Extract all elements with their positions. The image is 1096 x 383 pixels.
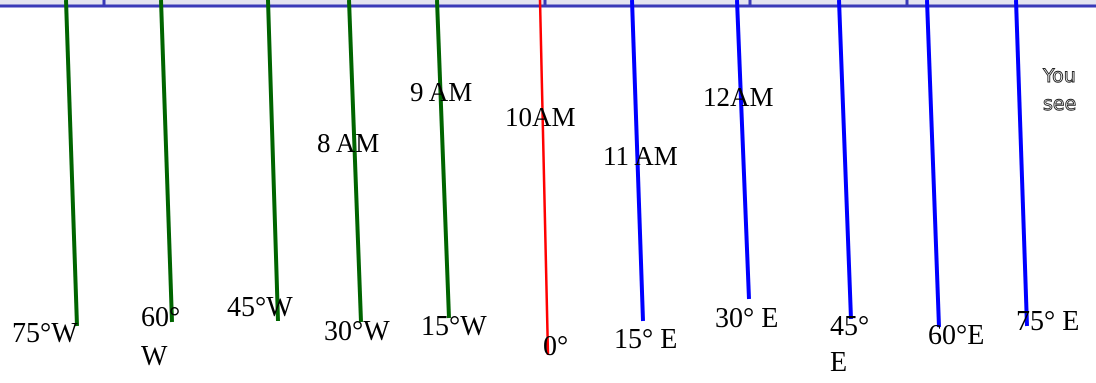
label-15e: 15° E: [614, 324, 678, 355]
meridian-line-30e: [735, 0, 751, 300]
label-60w-line2: W: [141, 341, 168, 372]
meridian-line-75w: [64, 0, 79, 327]
label-75w: 75°W: [12, 318, 78, 349]
time-label-12am: 12AM: [703, 82, 774, 112]
meridian-line-30w: [347, 0, 363, 323]
time-label-8am: 8 AM: [317, 128, 380, 158]
cutoff-note-line1: You: [1043, 65, 1077, 88]
label-45w: 45°W: [227, 292, 293, 323]
label-45e-line1: 45°: [830, 311, 870, 342]
time-label-11am: 11 AM: [603, 141, 678, 171]
label-30e: 30° E: [715, 303, 779, 334]
label-60e: 60°E: [928, 320, 985, 351]
meridian-group: [64, 0, 1029, 356]
meridian-line-15e: [630, 0, 645, 322]
label-45e-line2: E: [830, 347, 848, 378]
label-0: 0°: [543, 331, 569, 362]
time-label-9am: 9 AM: [410, 77, 473, 107]
top-bar: [0, 0, 1096, 8]
time-label-10am: 10AM: [505, 102, 576, 132]
cutoff-note-line2: see: [1043, 93, 1077, 116]
meridian-line-60w: [159, 0, 174, 323]
meridian-line-45w: [266, 0, 280, 322]
cutoff-note: You see: [1043, 62, 1096, 118]
meridian-line-0: [538, 0, 550, 356]
top-bar-fill: [0, 0, 1096, 7]
label-30w: 30°W: [324, 316, 390, 347]
meridian-line-15w: [435, 0, 451, 319]
label-60w-line1: 60°: [141, 302, 181, 333]
label-15w: 15°W: [421, 311, 487, 342]
meridian-line-75e: [1014, 0, 1029, 327]
meridian-line-60e: [925, 0, 941, 328]
meridian-line-45e: [837, 0, 853, 320]
label-75e: 75° E: [1016, 306, 1080, 337]
